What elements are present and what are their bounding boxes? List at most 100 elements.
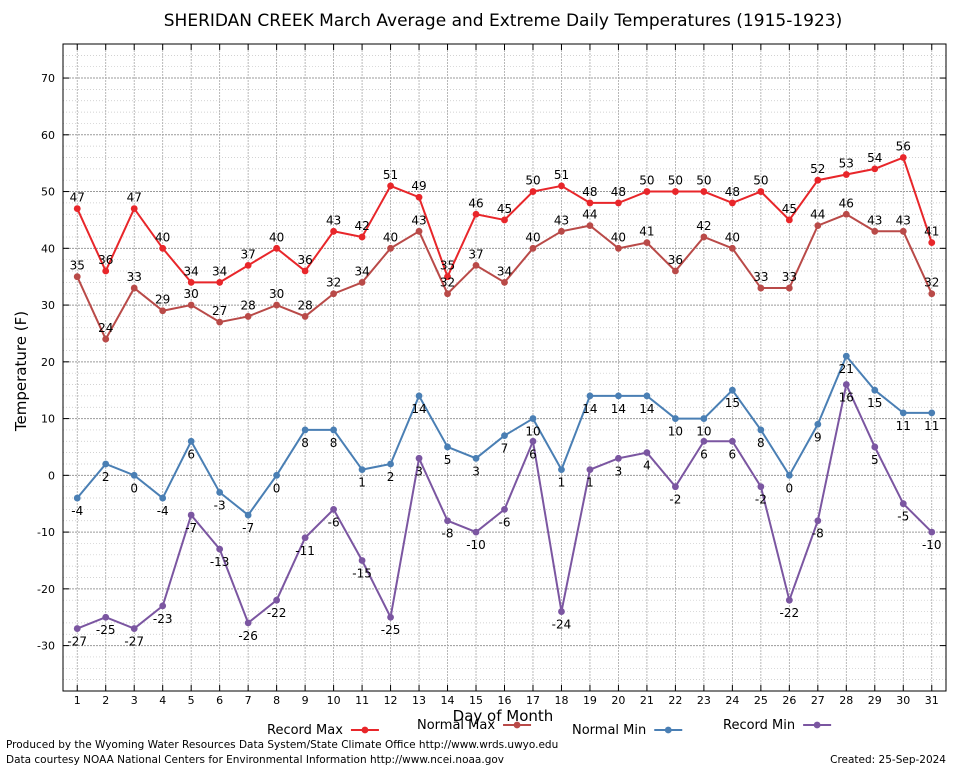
record-max-point: [216, 278, 224, 286]
record-min-value-label: 16: [839, 391, 854, 405]
record-max-value-label: 51: [554, 168, 569, 182]
record-min-value-label: -22: [267, 606, 287, 620]
x-tick-label: 15: [469, 694, 483, 707]
normal-max-point: [73, 273, 81, 281]
x-tick-label: 14: [441, 694, 455, 707]
normal-max-value-label: 35: [70, 259, 85, 273]
legend-item-normal-min: Normal Min: [572, 723, 683, 738]
normal-min-point: [501, 432, 508, 440]
record-min-point: [102, 613, 110, 621]
record-max-point: [387, 182, 394, 190]
record-min-value-label: 4: [643, 459, 651, 473]
record-min-point: [415, 454, 423, 462]
x-tick-label: 30: [896, 694, 910, 707]
record-min-value-label: 6: [700, 447, 708, 461]
record-min-value-label: -15: [352, 566, 372, 580]
record-max-series: 47 36 47 40 34 34 37 40 36 43 42 51 49 35 46 45 50 51 48 48…: [70, 140, 939, 286]
record-max-value-label: 50: [696, 174, 711, 188]
normal-max-value-label: 40: [611, 230, 626, 244]
normal-max-value-label: 44: [810, 208, 825, 222]
normal-max-value-label: 43: [867, 213, 882, 227]
x-tick-label: 10: [327, 694, 341, 707]
x-tick-label: 19: [583, 694, 597, 707]
normal-min-value-label: 1: [558, 476, 566, 490]
x-tick-label: 23: [697, 694, 711, 707]
legend-item-record-max: Record Max: [267, 723, 379, 738]
normal-min-value-label: 8: [330, 436, 338, 450]
x-tick-label: 27: [811, 694, 825, 707]
normal-min-value-label: 0: [273, 481, 281, 495]
record-min-value-label: -10: [922, 538, 942, 552]
normal-min-value-label: 14: [611, 402, 626, 416]
normal-max-point: [899, 227, 907, 235]
record-max-point: [159, 244, 167, 252]
legend-label: Record Min: [723, 718, 795, 733]
x-tick-label: 20: [611, 694, 625, 707]
record-max-point: [785, 216, 793, 224]
normal-max-point: [814, 222, 822, 230]
record-min-point: [501, 505, 508, 513]
x-tick-label: 5: [188, 694, 195, 707]
y-axis-label: Temperature (F): [12, 311, 30, 432]
record-min-point: [899, 500, 907, 508]
normal-max-value-label: 28: [297, 298, 312, 312]
normal-min-value-label: 6: [187, 447, 195, 461]
normal-max-value-label: 33: [127, 270, 142, 284]
normal-min-point: [529, 415, 537, 422]
record-min-value-label: 3: [615, 464, 623, 478]
record-max-point: [757, 188, 765, 195]
normal-min-value-label: 10: [696, 425, 711, 439]
x-tick-label: 1: [74, 694, 81, 707]
x-tick-label: 18: [554, 694, 568, 707]
record-min-value-label: -23: [153, 612, 173, 626]
x-tick-label: 13: [412, 694, 426, 707]
normal-min-point: [273, 471, 281, 479]
normal-max-value-label: 42: [696, 219, 711, 233]
record-min-point: [615, 454, 622, 462]
legend-label: Normal Min: [572, 723, 646, 738]
normal-max-value-label: 32: [326, 276, 341, 290]
record-min-point: [130, 625, 138, 632]
legend-label: Record Max: [267, 723, 343, 738]
normal-min-point: [871, 386, 879, 394]
normal-max-point: [672, 267, 679, 275]
normal-min-value-label: -4: [71, 504, 83, 518]
record-min-series: -27-25-27-23-7-13-26-22-11-6-15-253-8-10…: [67, 381, 942, 649]
record-max-point: [928, 239, 936, 247]
record-min-value-label: -11: [295, 544, 315, 558]
record-min-point: [558, 608, 565, 615]
normal-min-point: [444, 443, 451, 451]
normal-max-value-label: 44: [582, 208, 597, 222]
record-max-point: [615, 199, 622, 207]
normal-max-point: [187, 301, 195, 309]
normal-max-value-label: 27: [212, 304, 227, 318]
record-max-value-label: 48: [725, 185, 740, 199]
y-tick-label: -10: [37, 526, 55, 539]
normal-min-value-label: 11: [924, 419, 939, 433]
normal-max-point: [387, 244, 394, 252]
record-min-point: [757, 483, 765, 491]
record-min-value-label: -27: [67, 635, 87, 649]
normal-min-point: [330, 426, 337, 434]
y-tick-label: -20: [37, 583, 55, 596]
record-max-value-label: 48: [582, 185, 597, 199]
x-tick-label: 9: [302, 694, 309, 707]
record-min-value-label: 3: [415, 464, 423, 478]
y-tick-label: 10: [41, 413, 55, 426]
normal-max-point: [415, 227, 423, 235]
normal-max-point: [871, 227, 879, 235]
record-min-point: [330, 505, 337, 513]
normal-max-point: [472, 261, 480, 269]
normal-max-point: [785, 284, 793, 292]
normal-max-value-label: 40: [383, 230, 398, 244]
normal-min-point: [358, 466, 366, 474]
normal-max-value-label: 43: [554, 213, 569, 227]
normal-min-value-label: 8: [301, 436, 309, 450]
y-tick-label: 60: [41, 129, 55, 142]
record-min-value-label: -8: [812, 527, 824, 541]
normal-min-value-label: 0: [130, 481, 138, 495]
record-min-value-label: 6: [529, 447, 537, 461]
normal-min-point: [899, 409, 907, 417]
record-max-point: [643, 188, 651, 195]
